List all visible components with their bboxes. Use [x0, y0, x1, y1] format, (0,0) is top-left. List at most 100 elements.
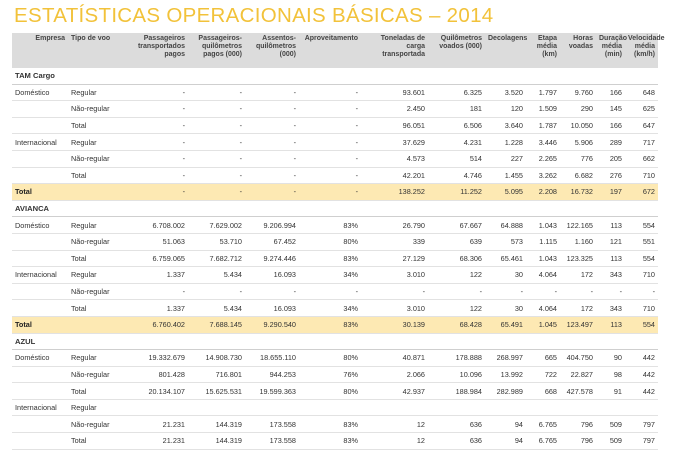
value-cell: 16.732 — [560, 183, 596, 201]
value-cell: 9.206.994 — [245, 216, 299, 234]
value-cell: 94 — [485, 432, 526, 450]
company-header-row: TAM Cargo — [12, 68, 658, 85]
value-cell: 113 — [596, 216, 625, 234]
value-cell: 96.051 — [361, 117, 428, 135]
value-cell: - — [245, 283, 299, 301]
table-row: Doméstico Regular 19.332.679 14.908.730 18.6… — [12, 349, 658, 367]
value-cell: 1.337 — [122, 299, 188, 317]
value-cell: - — [299, 133, 361, 151]
value-cell: - — [245, 150, 299, 168]
table-row: Não-regular - - - -4.573 514 227 2.265 776 205 662 — [12, 150, 658, 168]
value-cell: 442 — [625, 382, 658, 400]
value-cell: 80% — [299, 382, 361, 400]
value-cell: 173.558 — [245, 432, 299, 450]
value-cell: 639 — [428, 233, 485, 251]
value-cell: 2.265 — [526, 150, 560, 168]
value-cell: 672 — [625, 183, 658, 201]
value-cell: 67.452 — [245, 233, 299, 251]
value-cell: 665 — [526, 349, 560, 367]
value-cell: 144.319 — [188, 432, 245, 450]
value-cell: 722 — [526, 366, 560, 384]
value-cell: 2.066 — [361, 366, 428, 384]
value-cell — [596, 399, 625, 417]
value-cell: 6.765 — [526, 432, 560, 450]
flight-type-cell: Total — [68, 299, 122, 317]
value-cell: 9.274.446 — [245, 250, 299, 268]
value-cell: 18.655.110 — [245, 349, 299, 367]
flight-type-cell: Não-regular — [68, 233, 122, 251]
column-header: Assentos-quilômetros (000) — [245, 33, 299, 68]
value-cell: 19.599.363 — [245, 382, 299, 400]
value-cell: 5.434 — [188, 299, 245, 317]
segment-cell — [12, 233, 68, 251]
value-cell: 121 — [596, 233, 625, 251]
value-cell: 3.010 — [361, 299, 428, 317]
value-cell: 1.509 — [526, 100, 560, 118]
segment-cell — [12, 117, 68, 135]
value-cell: 113 — [596, 316, 625, 334]
value-cell: 144.319 — [188, 415, 245, 434]
value-cell: 34% — [299, 299, 361, 317]
value-cell: - — [188, 283, 245, 301]
value-cell: - — [122, 150, 188, 168]
value-cell: - — [299, 84, 361, 102]
value-cell: 944.253 — [245, 366, 299, 384]
value-cell: 796 — [560, 432, 596, 450]
value-cell — [188, 399, 245, 417]
value-cell: 3.640 — [485, 117, 526, 135]
company-name: TAM Cargo — [12, 68, 658, 85]
value-cell: 37.629 — [361, 133, 428, 151]
flight-type-cell: Regular — [68, 84, 122, 102]
value-cell: - — [188, 183, 245, 201]
value-cell — [428, 399, 485, 417]
value-cell: 91 — [596, 382, 625, 400]
value-cell: 13.992 — [485, 366, 526, 384]
value-cell: 3.520 — [485, 84, 526, 102]
value-cell: - — [188, 150, 245, 168]
value-cell: - — [122, 167, 188, 185]
value-cell: 6.682 — [560, 167, 596, 185]
value-cell: 6.760.402 — [122, 316, 188, 334]
column-header: Passageiros-quilômetros pagos (000) — [188, 33, 245, 68]
segment-cell — [12, 250, 68, 268]
segment-cell: Internacional — [12, 399, 68, 417]
value-cell: 14.908.730 — [188, 349, 245, 367]
value-cell: - — [596, 283, 625, 301]
value-cell: 343 — [596, 299, 625, 317]
column-header: Tipo de voo — [68, 33, 122, 68]
value-cell: 796 — [560, 415, 596, 434]
company-name: AVIANCA — [12, 200, 658, 218]
value-cell: 6.506 — [428, 117, 485, 135]
table-row: Não-regular 21.231 144.319 173.558 83% 12 636 9… — [12, 415, 658, 434]
value-cell: 1.043 — [526, 250, 560, 268]
flight-type-cell: Total — [68, 432, 122, 450]
value-cell: - — [122, 117, 188, 135]
value-cell: 83% — [299, 432, 361, 450]
value-cell: 83% — [299, 316, 361, 334]
subtotal-row: Total - - - -42.201 4.746 1.455 3.262 6.682 276 71… — [12, 167, 658, 185]
value-cell: - — [299, 283, 361, 301]
value-cell: - — [299, 100, 361, 118]
value-cell: 1.045 — [526, 316, 560, 334]
value-cell: 122 — [428, 299, 485, 317]
value-cell: 80% — [299, 349, 361, 367]
value-cell: 22.827 — [560, 366, 596, 384]
value-cell: 40.871 — [361, 349, 428, 367]
value-cell: 65.461 — [485, 250, 526, 268]
value-cell: 3.010 — [361, 266, 428, 284]
value-cell: - — [361, 283, 428, 301]
value-cell: 282.989 — [485, 382, 526, 400]
value-cell: 1.797 — [526, 84, 560, 102]
operational-statistics-table: Empresa Tipo de voo Passageiros transpor… — [12, 33, 665, 450]
total-label: Total — [12, 316, 68, 334]
value-cell: - — [485, 283, 526, 301]
value-cell: 172 — [560, 299, 596, 317]
value-cell: 514 — [428, 150, 485, 168]
column-header: Aproveitamento — [299, 33, 361, 68]
total-label: Total — [12, 183, 68, 201]
value-cell: 717 — [625, 133, 658, 151]
value-cell: - — [245, 100, 299, 118]
value-cell: 30.139 — [361, 316, 428, 334]
subtotal-row: Total 21.231 144.319 173.558 83% 12 636 94 6.765… — [12, 432, 658, 450]
table-row: Internacional Regular - - - -37.629 4.231 1.228… — [12, 133, 658, 151]
